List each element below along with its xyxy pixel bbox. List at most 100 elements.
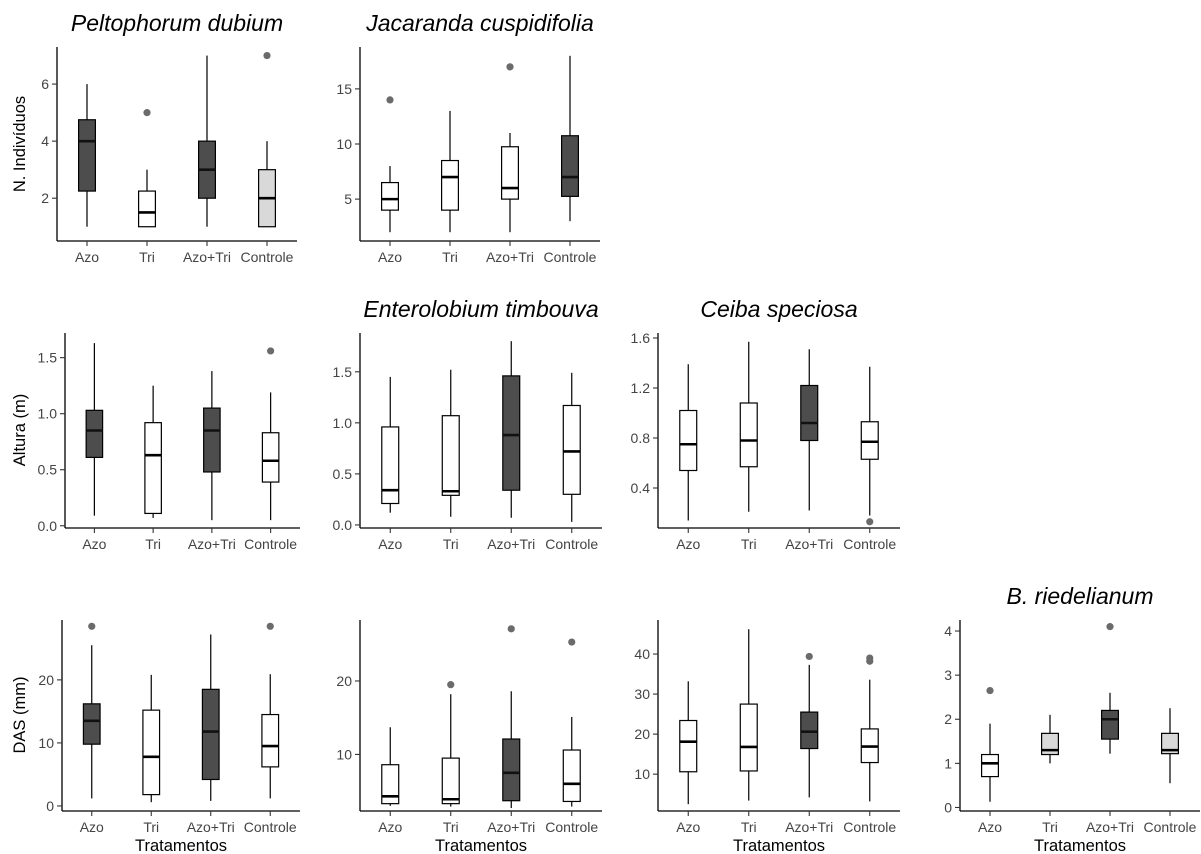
box-tri (441, 369, 460, 517)
x-tick-label: Azo (676, 536, 700, 552)
outlier-point (986, 686, 994, 695)
x-tick-label: Azo+Tri (183, 249, 231, 265)
y-axis-title-row-1: N. Indivíduos (11, 96, 29, 192)
x-axis-title: Tratamentos (733, 837, 825, 854)
panel-title: Enterolobium timbouva (363, 296, 598, 322)
iqr-box (381, 426, 400, 505)
panel-title: Peltophorum dubium (71, 10, 283, 36)
box-tri (739, 341, 758, 512)
y-tick-label: 0 (944, 799, 952, 815)
box-controle (860, 654, 879, 802)
x-tick-label: Azo (378, 249, 402, 265)
box-azo-tri (198, 55, 217, 227)
iqr-box (77, 119, 96, 192)
panel-3: 0.0 0.5 1.0 1.5 Azo Tri Azo+Tri Controle (38, 333, 300, 552)
box-controle (258, 51, 277, 228)
y-tick-label: 10 (336, 136, 352, 152)
y-tick-label: 20 (336, 673, 352, 689)
box-azo (679, 364, 698, 521)
iqr-box (261, 432, 280, 483)
box-azo (980, 686, 999, 802)
box-controle (562, 638, 581, 807)
iqr-box (562, 749, 581, 803)
panel-9: B. riedelianum 0 1 2 3 4 Azo Tri Azo+Tri Controle… (944, 583, 1200, 854)
panel-title: B. riedelianum (1006, 583, 1153, 609)
x-tick-label: Tri (143, 819, 159, 835)
iqr-box (980, 753, 999, 778)
box-tri (144, 385, 162, 518)
panel-5: Ceiba speciosa 0.4 0.8 1.2 1.6 Azo Tri Azo+Tri C… (631, 296, 900, 552)
y-axis-title-row-2: Altura (m) (11, 394, 29, 466)
outlier-point (88, 622, 96, 630)
outlier-point (447, 681, 455, 689)
box-controle (860, 366, 879, 526)
outlier-point (263, 51, 271, 60)
iqr-box (201, 688, 220, 781)
box-controle (261, 347, 280, 521)
box-azo-tri (203, 371, 221, 521)
box-azo (77, 84, 96, 227)
x-tick-label: Tri (741, 819, 757, 835)
outlier-point (866, 518, 874, 526)
iqr-box (138, 190, 157, 228)
box-azo-tri (800, 349, 819, 511)
iqr-box (441, 757, 460, 805)
y-tick-label: 1 (944, 755, 952, 771)
x-tick-label: Azo+Tri (487, 819, 535, 835)
outlier-point (1106, 623, 1114, 631)
iqr-box (739, 402, 758, 468)
outlier-point (506, 63, 514, 71)
x-tick-label: Controle (843, 536, 896, 552)
box-azo-tri (800, 652, 819, 798)
iqr-box (502, 738, 521, 802)
x-tick-label: Azo+Tri (187, 819, 235, 835)
y-tick-label: 10 (634, 766, 650, 782)
iqr-box (679, 719, 698, 773)
x-tick-label: Controle (545, 819, 598, 835)
x-tick-label: Azo (978, 819, 1002, 835)
x-tick-label: Azo (378, 536, 402, 552)
y-tick-label: 0.0 (333, 517, 353, 533)
x-tick-label: Azo+Tri (188, 536, 236, 552)
x-tick-label: Controle (241, 249, 294, 265)
y-tick-label: 4 (944, 623, 952, 639)
x-tick-label: Controle (244, 536, 297, 552)
outlier-point (507, 625, 515, 633)
iqr-box (1160, 732, 1179, 755)
x-axis-title: Tratamentos (435, 837, 527, 854)
outlier-point (866, 654, 874, 662)
x-tick-label: Azo+Tri (785, 819, 833, 835)
iqr-box (502, 375, 521, 491)
box-tri (739, 629, 758, 801)
x-tick-label: Azo (80, 819, 104, 835)
box-azo-tri (201, 634, 220, 801)
x-tick-label: Controle (1144, 819, 1197, 835)
iqr-box (261, 713, 280, 768)
y-tick-label: 10 (38, 735, 54, 751)
box-azo (82, 622, 101, 799)
x-tick-label: Azo+Tri (486, 249, 534, 265)
y-tick-label: 1.6 (631, 330, 651, 346)
box-tri (1040, 714, 1059, 764)
y-tick-label: 0 (46, 798, 54, 814)
x-tick-label: Azo (82, 536, 106, 552)
box-azo-tri (502, 341, 521, 518)
y-tick-label: 2 (944, 711, 952, 727)
x-tick-label: Azo (378, 819, 402, 835)
outlier-point (386, 96, 394, 104)
y-tick-label: 40 (634, 646, 650, 662)
x-tick-label: Tri (145, 536, 161, 552)
y-tick-label: 15 (336, 81, 352, 97)
iqr-box (679, 409, 698, 472)
panel-2: Jacaranda cuspidifolia 5 10 15 Azo Tri Azo+Tri… (336, 10, 600, 265)
panel-title: Ceiba speciosa (700, 296, 857, 322)
outlier-point (267, 347, 275, 355)
y-tick-label: 1.5 (333, 364, 353, 380)
x-tick-label: Tri (442, 249, 458, 265)
x-tick-label: Tri (443, 536, 459, 552)
iqr-box (142, 709, 161, 796)
y-tick-label: 0.0 (38, 518, 58, 534)
iqr-box (441, 159, 460, 211)
outlier-point (143, 109, 151, 117)
